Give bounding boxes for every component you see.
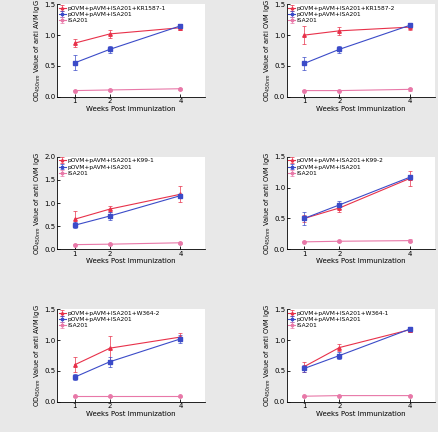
X-axis label: Weeks Post Immunization: Weeks Post Immunization	[86, 258, 176, 264]
Legend: pOVM+pAVM+ISA201+KR1587-1, pOVM+pAVM+ISA201, ISA201: pOVM+pAVM+ISA201+KR1587-1, pOVM+pAVM+ISA…	[58, 5, 166, 24]
Legend: pOVM+pAVM+ISA201+W364-2, pOVM+pAVM+ISA201, ISA201: pOVM+pAVM+ISA201+W364-2, pOVM+pAVM+ISA20…	[58, 310, 160, 329]
Legend: pOVM+pAVM+ISA201+K99-1, pOVM+pAVM+ISA201, ISA201: pOVM+pAVM+ISA201+K99-1, pOVM+pAVM+ISA201…	[58, 158, 154, 176]
Y-axis label: OD$_{450nm}$ Value of anti OVM IgG: OD$_{450nm}$ Value of anti OVM IgG	[262, 304, 272, 407]
Legend: pOVM+pAVM+ISA201+W364-1, pOVM+pAVM+ISA201, ISA201: pOVM+pAVM+ISA201+W364-1, pOVM+pAVM+ISA20…	[287, 310, 389, 329]
Y-axis label: OD$_{450nm}$ Value of anti OVM IgG: OD$_{450nm}$ Value of anti OVM IgG	[262, 0, 272, 102]
Legend: pOVM+pAVM+ISA201+KR1587-2, pOVM+pAVM+ISA201, ISA201: pOVM+pAVM+ISA201+KR1587-2, pOVM+pAVM+ISA…	[287, 5, 395, 24]
X-axis label: Weeks Post Immunization: Weeks Post Immunization	[315, 105, 404, 111]
Y-axis label: OD$_{450nm}$ Value of anti OVM IgG: OD$_{450nm}$ Value of anti OVM IgG	[262, 151, 272, 255]
X-axis label: Weeks Post Immunization: Weeks Post Immunization	[86, 105, 176, 111]
Legend: pOVM+pAVM+ISA201+K99-2, pOVM+pAVM+ISA201, ISA201: pOVM+pAVM+ISA201+K99-2, pOVM+pAVM+ISA201…	[287, 158, 383, 176]
X-axis label: Weeks Post Immunization: Weeks Post Immunization	[86, 410, 176, 416]
Y-axis label: OD$_{450nm}$ Value of anti AVM IgG: OD$_{450nm}$ Value of anti AVM IgG	[33, 0, 43, 102]
X-axis label: Weeks Post Immunization: Weeks Post Immunization	[315, 410, 404, 416]
Y-axis label: OD$_{450nm}$ Value of anti OVM IgG: OD$_{450nm}$ Value of anti OVM IgG	[33, 151, 43, 255]
Y-axis label: OD$_{450nm}$ Value of anti AVM IgG: OD$_{450nm}$ Value of anti AVM IgG	[33, 304, 43, 407]
X-axis label: Weeks Post Immunization: Weeks Post Immunization	[315, 258, 404, 264]
